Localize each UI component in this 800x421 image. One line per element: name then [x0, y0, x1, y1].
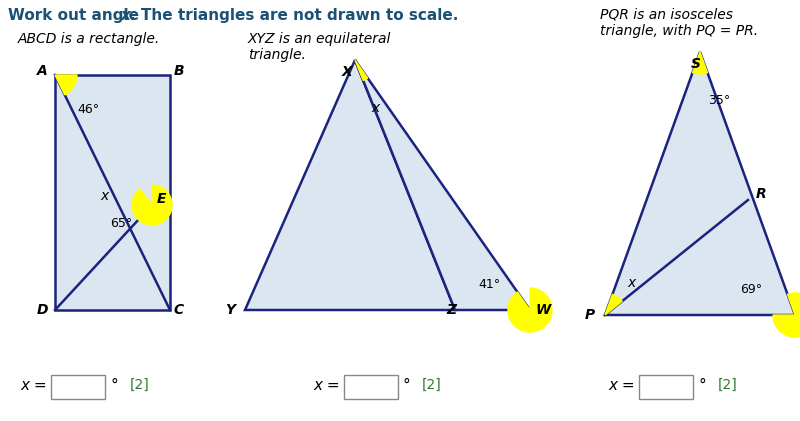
Text: X: X	[342, 65, 352, 79]
Wedge shape	[773, 293, 800, 337]
Polygon shape	[245, 60, 455, 310]
Text: R: R	[756, 187, 766, 201]
Text: A: A	[37, 64, 48, 78]
Wedge shape	[152, 205, 155, 225]
Text: W: W	[536, 303, 551, 317]
Text: triangle.: triangle.	[248, 48, 306, 62]
Text: Work out angle: Work out angle	[8, 8, 144, 23]
Text: ABCD is a rectangle.: ABCD is a rectangle.	[18, 32, 160, 46]
Wedge shape	[605, 294, 622, 315]
Text: S: S	[691, 57, 701, 71]
FancyBboxPatch shape	[639, 375, 693, 399]
Wedge shape	[55, 75, 77, 95]
Text: B: B	[174, 64, 185, 78]
Text: 41°: 41°	[478, 278, 500, 291]
Text: x: x	[627, 276, 635, 290]
Text: °: °	[110, 378, 118, 392]
Text: C: C	[174, 303, 184, 317]
Polygon shape	[55, 75, 170, 310]
Text: x: x	[371, 101, 379, 115]
Text: °: °	[698, 378, 706, 392]
Text: [2]: [2]	[130, 378, 150, 392]
Text: x: x	[100, 189, 108, 203]
FancyBboxPatch shape	[344, 375, 398, 399]
Text: x =: x =	[608, 378, 634, 392]
Text: D: D	[37, 303, 49, 317]
Polygon shape	[605, 52, 795, 315]
Text: 35°: 35°	[708, 94, 730, 107]
Text: x: x	[121, 8, 131, 23]
Text: Y: Y	[225, 303, 235, 317]
Polygon shape	[355, 60, 530, 310]
FancyBboxPatch shape	[51, 375, 105, 399]
Wedge shape	[693, 52, 707, 74]
Text: triangle, with PQ = PR.: triangle, with PQ = PR.	[600, 24, 758, 38]
Wedge shape	[355, 60, 368, 80]
Text: 69°: 69°	[740, 283, 762, 296]
Text: PQR is an isosceles: PQR is an isosceles	[600, 8, 733, 22]
Text: [2]: [2]	[422, 378, 442, 392]
Wedge shape	[132, 185, 172, 225]
Text: E: E	[157, 192, 166, 206]
Text: x =: x =	[20, 378, 46, 392]
Text: P: P	[585, 308, 595, 322]
Wedge shape	[508, 288, 552, 332]
Text: [2]: [2]	[718, 378, 738, 392]
Text: XYZ is an equilateral: XYZ is an equilateral	[248, 32, 391, 46]
Text: . The triangles are not drawn to scale.: . The triangles are not drawn to scale.	[130, 8, 458, 23]
Text: °: °	[403, 378, 410, 392]
Text: x =: x =	[313, 378, 340, 392]
Text: Z: Z	[446, 303, 456, 317]
Text: 46°: 46°	[77, 103, 99, 116]
Text: 65°: 65°	[110, 217, 132, 230]
